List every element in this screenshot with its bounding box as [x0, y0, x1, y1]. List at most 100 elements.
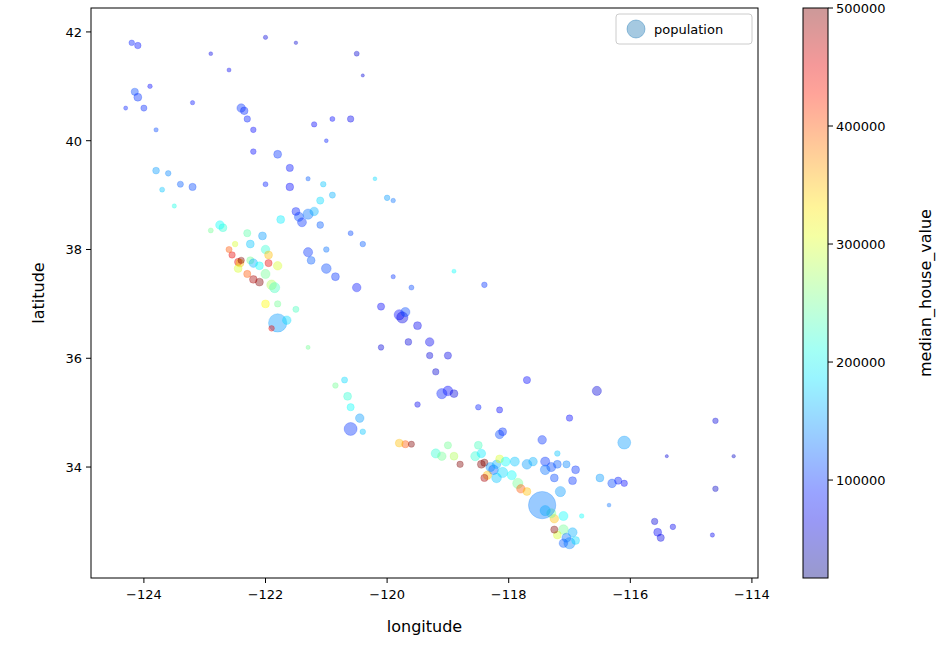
point — [596, 474, 604, 482]
point — [160, 187, 165, 192]
colorbar-tick — [828, 244, 833, 245]
point — [244, 116, 250, 122]
point — [321, 264, 331, 274]
point — [425, 338, 434, 347]
point — [555, 451, 561, 457]
point — [255, 262, 263, 270]
y-tick-label: 36 — [65, 351, 82, 366]
point — [294, 41, 298, 45]
legend-label: population — [654, 22, 723, 37]
point — [551, 526, 558, 533]
plot-frame — [91, 8, 758, 578]
point — [452, 269, 456, 273]
point — [298, 218, 307, 227]
point — [523, 488, 531, 496]
point — [234, 265, 242, 273]
point — [572, 537, 580, 545]
point — [251, 127, 257, 133]
y-tick-label: 42 — [65, 25, 82, 40]
x-tick-label: −120 — [369, 587, 405, 602]
point — [238, 257, 244, 263]
point — [618, 436, 631, 449]
colorbar-tick — [828, 126, 833, 127]
point — [361, 74, 364, 77]
point — [307, 256, 315, 264]
point — [135, 42, 141, 48]
point — [401, 307, 410, 316]
point — [528, 491, 555, 518]
point — [553, 460, 561, 468]
point — [510, 457, 519, 466]
chart: −124−122−120−118−116−1143436384042longit… — [0, 0, 951, 661]
point — [540, 465, 550, 475]
legend-box — [616, 14, 752, 44]
point — [360, 429, 366, 435]
x-tick — [508, 578, 509, 583]
point — [306, 177, 310, 181]
point — [621, 480, 627, 486]
point — [497, 407, 503, 413]
y-tick — [86, 249, 91, 250]
point — [153, 167, 160, 174]
point — [713, 486, 719, 492]
point — [352, 283, 361, 292]
point — [265, 259, 272, 266]
point — [360, 241, 366, 247]
point — [377, 303, 384, 310]
x-tick-label: −114 — [734, 587, 770, 602]
point — [265, 251, 273, 259]
point — [409, 285, 414, 290]
point — [286, 164, 293, 171]
x-tick — [630, 578, 631, 583]
point — [529, 457, 538, 466]
point — [347, 116, 353, 122]
point — [286, 183, 294, 191]
point — [555, 486, 565, 496]
point — [263, 182, 268, 187]
point — [208, 228, 213, 233]
x-tick — [143, 578, 144, 583]
point — [333, 383, 339, 389]
point — [324, 139, 328, 143]
point — [670, 524, 676, 530]
point — [165, 171, 171, 177]
x-tick — [265, 578, 266, 583]
point — [405, 339, 412, 346]
point — [244, 230, 251, 237]
x-tick-label: −118 — [491, 587, 527, 602]
x-axis-label: longitude — [387, 617, 462, 636]
point — [710, 533, 714, 537]
point — [262, 300, 270, 308]
point — [317, 222, 324, 229]
colorbar-tick-label: 500000 — [836, 1, 886, 16]
point — [311, 122, 316, 127]
point — [124, 106, 128, 110]
point — [209, 52, 213, 56]
point — [433, 369, 439, 375]
point — [384, 195, 390, 201]
point — [258, 232, 266, 240]
point — [457, 461, 463, 467]
colorbar-tick-label: 200000 — [836, 355, 886, 370]
point — [269, 282, 279, 292]
x-tick — [751, 578, 752, 583]
colorbar-tick-label: 300000 — [836, 237, 886, 252]
point — [566, 415, 572, 421]
point — [444, 442, 451, 449]
point — [227, 68, 231, 72]
point — [348, 231, 353, 236]
point — [240, 107, 248, 115]
point — [523, 376, 530, 383]
point — [732, 454, 736, 458]
point — [250, 276, 258, 284]
colorbar — [803, 8, 828, 578]
point — [559, 539, 568, 548]
point — [665, 455, 668, 458]
point — [579, 514, 584, 519]
point — [444, 352, 451, 359]
point — [293, 306, 299, 312]
point — [355, 414, 364, 423]
point — [189, 183, 196, 190]
point — [172, 204, 176, 208]
point — [344, 422, 357, 435]
